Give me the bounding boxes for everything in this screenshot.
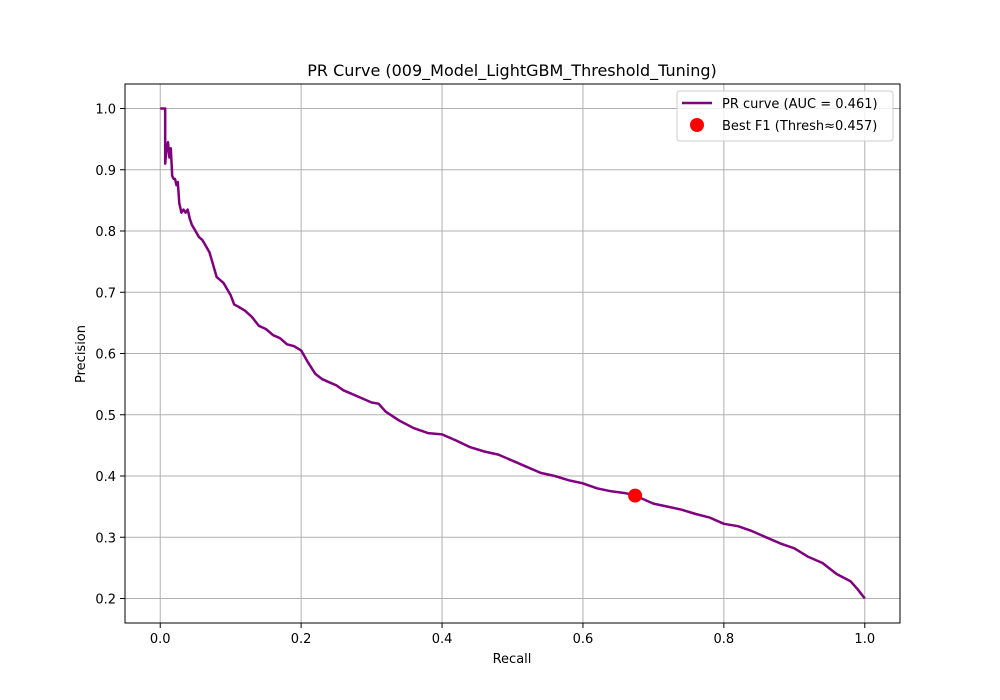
x-axis-ticks: 0.0 0.2 0.4 0.6 0.8 1.0: [150, 623, 875, 647]
legend-marker-swatch: [690, 118, 704, 132]
legend-entry-best-f1: Best F1 (Thresh≈0.457): [722, 119, 877, 134]
y-tick-label: 0.6: [95, 348, 116, 363]
y-tick-label: 0.9: [95, 164, 116, 179]
x-tick-label: 0.4: [432, 632, 453, 647]
pr-curve-line: [160, 107, 866, 600]
legend-box: [676, 90, 894, 142]
x-tick-label: 0.8: [714, 632, 735, 647]
plot-frame: [124, 83, 901, 624]
best-f1-marker: [628, 488, 643, 503]
x-tick-label: 1.0: [854, 632, 875, 647]
y-gridlines: [125, 108, 900, 599]
x-tick-label: 0.0: [150, 632, 171, 647]
y-tick-label: 0.2: [95, 593, 116, 608]
y-tick-label: 0.8: [95, 225, 116, 240]
y-tick-label: 0.7: [95, 286, 116, 301]
chart-title: PR Curve (009_Model_LightGBM_Threshold_T…: [307, 61, 717, 81]
x-axis-title: Recall: [493, 652, 532, 667]
x-tick-label: 0.2: [291, 632, 312, 647]
y-axis-title: Precision: [74, 325, 89, 383]
y-tick-label: 1.0: [95, 103, 116, 118]
y-tick-label: 0.5: [95, 409, 116, 424]
y-tick-label: 0.4: [95, 470, 116, 485]
y-axis-ticks: 0.2 0.3 0.4 0.5 0.6 0.7 0.8 0.9 1.0: [95, 103, 125, 608]
x-tick-label: 0.6: [573, 632, 594, 647]
legend: PR curve (AUC = 0.461) Best F1 (Thresh≈0…: [676, 90, 894, 142]
legend-entry-pr-curve: PR curve (AUC = 0.461): [722, 97, 878, 112]
y-tick-label: 0.3: [95, 531, 116, 546]
